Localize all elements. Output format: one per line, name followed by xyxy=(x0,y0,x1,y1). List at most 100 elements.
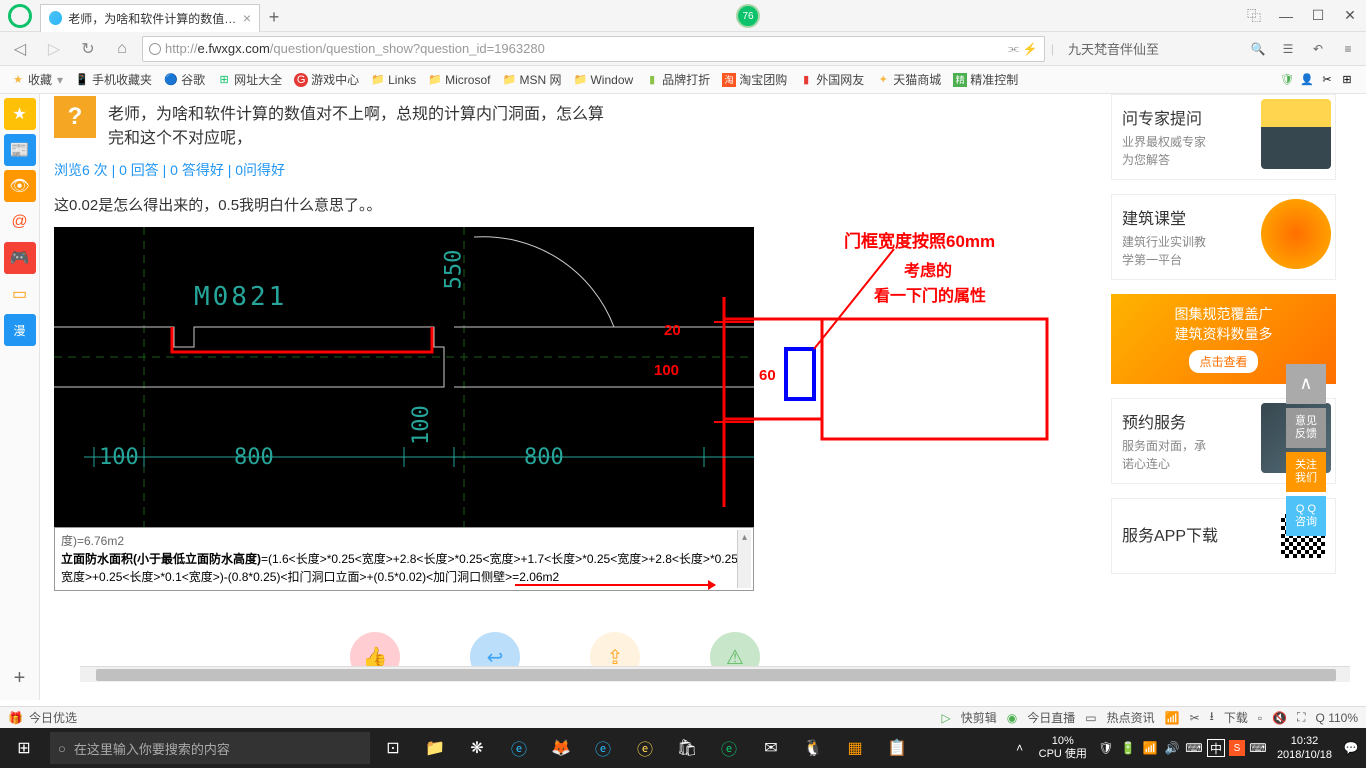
window-popout-icon[interactable]: ⿻ xyxy=(1238,0,1270,32)
zoom-label[interactable]: Q 110% xyxy=(1316,711,1358,725)
sidebar-weibo-icon[interactable]: 👁 xyxy=(4,170,36,202)
sidebar-news-icon[interactable]: 📰 xyxy=(4,134,36,166)
anno-boxes xyxy=(724,299,1054,459)
scissors-icon[interactable]: ✂ xyxy=(1320,73,1334,87)
tray-ime1-icon[interactable]: ⌨ xyxy=(1185,739,1203,757)
tray-battery-icon[interactable]: 🔋 xyxy=(1119,739,1137,757)
reload-button[interactable]: ↻ xyxy=(74,35,102,63)
search-hint[interactable]: 九天梵音伴仙至 xyxy=(1060,39,1240,58)
share-icon[interactable]: ⫘ xyxy=(1008,41,1019,56)
promo-button[interactable]: 点击查看 xyxy=(1189,350,1257,373)
person-icon[interactable]: 👤 xyxy=(1300,73,1314,87)
bookmark-favorites[interactable]: ★收藏▾ xyxy=(6,69,68,90)
grid-icon[interactable]: ⊞ xyxy=(1340,73,1354,87)
app-ie-icon[interactable]: ⓔ xyxy=(498,728,540,768)
play-icon[interactable]: ▷ xyxy=(942,711,951,725)
tab-title: 老师，为啥和软件计算的数值对... xyxy=(68,10,237,27)
window-minimize-icon[interactable]: — xyxy=(1270,0,1302,32)
browser-tab[interactable]: 老师，为啥和软件计算的数值对... × xyxy=(40,4,260,32)
tv-icon[interactable]: ▭ xyxy=(1085,711,1096,725)
taskbar-search[interactable]: ○ 在这里输入你要搜索的内容 xyxy=(50,732,370,764)
window-close-icon[interactable]: ✕ xyxy=(1334,0,1366,32)
acceleration-badge[interactable]: 76 xyxy=(736,4,760,28)
app-firefox-icon[interactable]: 🦊 xyxy=(540,728,582,768)
flash-icon[interactable]: ⚡ xyxy=(1023,42,1038,56)
card-classroom[interactable]: 建筑课堂 建筑行业实训教 学第一平台 xyxy=(1111,194,1336,280)
bookmark-window[interactable]: 📁Window xyxy=(568,71,638,89)
extension-icon[interactable]: ☰ xyxy=(1276,37,1300,61)
bookmark-sites[interactable]: ⊞网址大全 xyxy=(212,69,287,90)
site-identity-icon xyxy=(149,43,161,55)
qq-consult-button[interactable]: Q Q 咨询 xyxy=(1286,496,1326,536)
bookmark-google[interactable]: 🔵谷歌 xyxy=(159,69,210,90)
app-360-icon[interactable]: ⓔ xyxy=(708,728,750,768)
app-fan-icon[interactable]: ❋ xyxy=(456,728,498,768)
bookmark-tmall[interactable]: ✦天猫商城 xyxy=(871,69,946,90)
scrollbar-thumb[interactable] xyxy=(96,669,1336,681)
sidebar-game-icon[interactable]: 🎮 xyxy=(4,242,36,274)
tab-close-icon[interactable]: × xyxy=(243,10,251,26)
tray-ime2-icon[interactable]: 中 xyxy=(1207,739,1225,757)
search-icon[interactable]: 🔍 xyxy=(1246,37,1270,61)
bookmark-mobile[interactable]: 📱手机收藏夹 xyxy=(70,69,157,90)
browser-logo[interactable] xyxy=(0,0,40,32)
horizontal-scrollbar[interactable] xyxy=(80,666,1350,682)
mute-icon[interactable]: 🔇 xyxy=(1272,711,1287,725)
url-input[interactable]: http://e.fwxgx.com/question/question_sho… xyxy=(142,36,1045,62)
bookmark-msn[interactable]: 📁MSN 网 xyxy=(497,69,566,90)
sidebar-manhua-icon[interactable]: 漫 xyxy=(4,314,36,346)
bookmark-brand[interactable]: ▮品牌打折 xyxy=(640,69,715,90)
clock-icon[interactable]: ◉ xyxy=(1007,711,1017,725)
app-caf-icon[interactable]: ▦ xyxy=(834,728,876,768)
tray-sogou-icon[interactable]: S xyxy=(1229,740,1245,756)
sidebar-fav-icon[interactable]: ★ xyxy=(4,98,36,130)
cpu-meter[interactable]: 10% CPU 使用 xyxy=(1033,735,1093,761)
sidebar-at-icon[interactable]: @ xyxy=(4,206,36,238)
taskview-icon[interactable]: ⊡ xyxy=(372,728,414,768)
app-folder-icon[interactable]: 📁 xyxy=(414,728,456,768)
back-button[interactable]: ◁ xyxy=(6,35,34,63)
bookmark-foreign[interactable]: ▮外国网友 xyxy=(794,69,869,90)
taskbar-clock[interactable]: 10:32 2018/10/18 xyxy=(1271,734,1338,763)
tray-up-icon[interactable]: ˄ xyxy=(1011,739,1029,757)
bookmark-games[interactable]: G游戏中心 xyxy=(289,69,364,90)
download-icon[interactable]: ⭳ xyxy=(1210,707,1214,728)
formula-scrollbar[interactable]: ▴ xyxy=(737,530,751,588)
tray-notification-icon[interactable]: 💬 xyxy=(1342,739,1360,757)
feedback-button[interactable]: 意见 反馈 xyxy=(1286,408,1326,448)
expand-icon[interactable]: ⛶ xyxy=(1297,710,1305,725)
app-qq-icon[interactable]: 🐧 xyxy=(792,728,834,768)
tray-wifi-icon[interactable]: 📶 xyxy=(1141,739,1159,757)
app-note-icon[interactable]: 📋 xyxy=(876,728,918,768)
app-ie2-icon[interactable]: ⓔ xyxy=(624,728,666,768)
scissors-icon-2[interactable]: ✂ xyxy=(1190,711,1200,725)
follow-button[interactable]: 关注 我们 xyxy=(1286,452,1326,492)
window-maximize-icon[interactable]: ☐ xyxy=(1302,0,1334,32)
card-ask-expert[interactable]: 问专家提问 业界最权威专家 为您解答 xyxy=(1111,94,1336,180)
undo-icon[interactable]: ↶ xyxy=(1306,37,1330,61)
bookmark-links[interactable]: 📁Links xyxy=(366,71,421,89)
forward-button[interactable]: ▷ xyxy=(40,35,68,63)
signal-icon[interactable]: 📶 xyxy=(1165,711,1180,725)
gift-icon[interactable]: 🎁 xyxy=(8,711,23,725)
tray-shield-icon[interactable]: 🛡 xyxy=(1097,739,1115,757)
bookmark-taobao[interactable]: 淘淘宝团购 xyxy=(717,69,792,90)
tray-keyboard-icon[interactable]: ⌨ xyxy=(1249,739,1267,757)
anno-dim-100: 100 xyxy=(654,362,679,379)
bookmark-microsoft[interactable]: 📁Microsof xyxy=(423,71,495,89)
bookmark-precise[interactable]: 精精准控制 xyxy=(948,69,1023,90)
shield-icon[interactable]: 🛡 xyxy=(1280,73,1294,87)
menu-icon[interactable]: ≡ xyxy=(1336,37,1360,61)
app-store-icon[interactable]: 🛍 xyxy=(666,728,708,768)
app-edge-icon[interactable]: ⓔ xyxy=(582,728,624,768)
scroll-top-button[interactable]: ∧ xyxy=(1286,364,1326,404)
new-tab-button[interactable]: + xyxy=(260,4,288,32)
tray-volume-icon[interactable]: 🔊 xyxy=(1163,739,1181,757)
app-mail-icon[interactable]: ✉ xyxy=(750,728,792,768)
start-button[interactable]: ⊞ xyxy=(0,728,48,768)
pip-icon[interactable]: ▫ xyxy=(1258,711,1262,725)
today-pick-label[interactable]: 今日优选 xyxy=(29,709,77,726)
sidebar-add-button[interactable]: + xyxy=(4,662,36,694)
home-button[interactable]: ⌂ xyxy=(108,35,136,63)
sidebar-book-icon[interactable]: ▭ xyxy=(4,278,36,310)
